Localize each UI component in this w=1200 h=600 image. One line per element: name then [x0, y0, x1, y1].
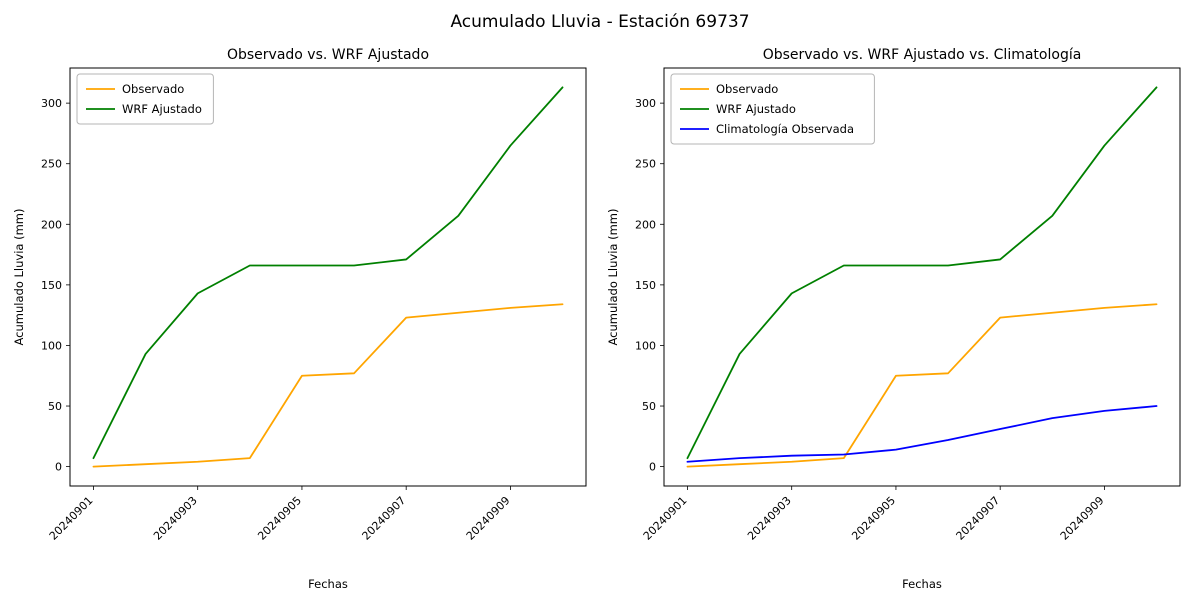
x-tick-label: 20240903 — [745, 494, 794, 543]
y-axis-label: Acumulado Lluvia (mm) — [606, 209, 620, 346]
y-tick-label: 200 — [41, 218, 62, 231]
x-tick-label: 20240905 — [255, 494, 304, 543]
x-tick-label: 20240905 — [849, 494, 898, 543]
y-tick-label: 250 — [41, 158, 62, 171]
y-tick-label: 50 — [48, 400, 62, 413]
x-tick-label: 20240909 — [464, 494, 513, 543]
series-line-observado — [92, 303, 564, 468]
legend-label: Observado — [716, 82, 778, 96]
chart-title: Observado vs. WRF Ajustado — [227, 47, 429, 63]
chart-title: Observado vs. WRF Ajustado vs. Climatolo… — [763, 47, 1082, 63]
y-tick-label: 100 — [635, 339, 656, 352]
y-tick-label: 250 — [635, 158, 656, 171]
x-tick-label: 20240903 — [151, 494, 200, 543]
x-tick-label: 20240907 — [954, 494, 1003, 543]
y-tick-label: 50 — [642, 400, 656, 413]
x-tick-label: 20240909 — [1058, 494, 1107, 543]
x-tick-label: 20240907 — [360, 494, 409, 543]
y-tick-label: 300 — [635, 97, 656, 110]
figure-title: Acumulado Lluvia - Estación 69737 — [450, 12, 750, 32]
legend-box — [670, 73, 875, 145]
charts-row: 0 50 100 150 200 250 300 20240901 20240903 202409… — [8, 42, 1192, 598]
series-line-observado — [686, 303, 1158, 468]
plot-area — [70, 68, 586, 486]
legend-label: Climatología Observada — [716, 122, 854, 136]
series-line-climatología-observada — [686, 405, 1158, 463]
y-tick-label: 150 — [41, 279, 62, 292]
legend-label: Observado — [122, 82, 184, 96]
legend-label: WRF Ajustado — [716, 102, 796, 116]
right-chart-svg: 0 50 100 150 200 250 300 20240901 20240903 202409… — [606, 47, 1181, 591]
x-tick-label: 20240901 — [47, 494, 96, 543]
y-tick-label: 300 — [41, 97, 62, 110]
legend-box — [76, 73, 214, 125]
axes-border — [663, 67, 1181, 487]
legend-label: WRF Ajustado — [122, 102, 202, 116]
y-tick-label: 0 — [55, 461, 62, 474]
y-axis-label: Acumulado Lluvia (mm) — [12, 209, 26, 346]
x-axis-label: Fechas — [902, 577, 942, 591]
left-chart-svg: 0 50 100 150 200 250 300 20240901 20240903 202409… — [12, 47, 587, 591]
y-tick-label: 200 — [635, 218, 656, 231]
x-tick-label: 20240901 — [641, 494, 690, 543]
axes-border — [69, 67, 587, 487]
series-line-wrf-ajustado — [686, 86, 1158, 460]
series-line-wrf-ajustado — [92, 86, 564, 460]
y-tick-label: 100 — [41, 339, 62, 352]
x-axis-label: Fechas — [308, 577, 348, 591]
y-tick-label: 150 — [635, 279, 656, 292]
y-tick-label: 0 — [649, 461, 656, 474]
